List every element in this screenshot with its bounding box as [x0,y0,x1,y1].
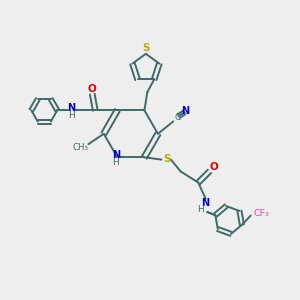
Text: O: O [210,162,219,172]
Text: H: H [68,111,75,120]
Text: N: N [68,103,76,113]
Text: H: H [197,205,204,214]
Text: H: H [112,158,119,167]
Text: S: S [143,43,150,53]
Text: C: C [174,113,181,122]
Text: N: N [201,198,209,208]
Text: N: N [112,150,120,160]
Text: N: N [182,106,190,116]
Text: S: S [163,154,170,164]
Text: CF₃: CF₃ [254,209,269,218]
Text: CH₃: CH₃ [72,143,88,152]
Text: O: O [88,84,97,94]
